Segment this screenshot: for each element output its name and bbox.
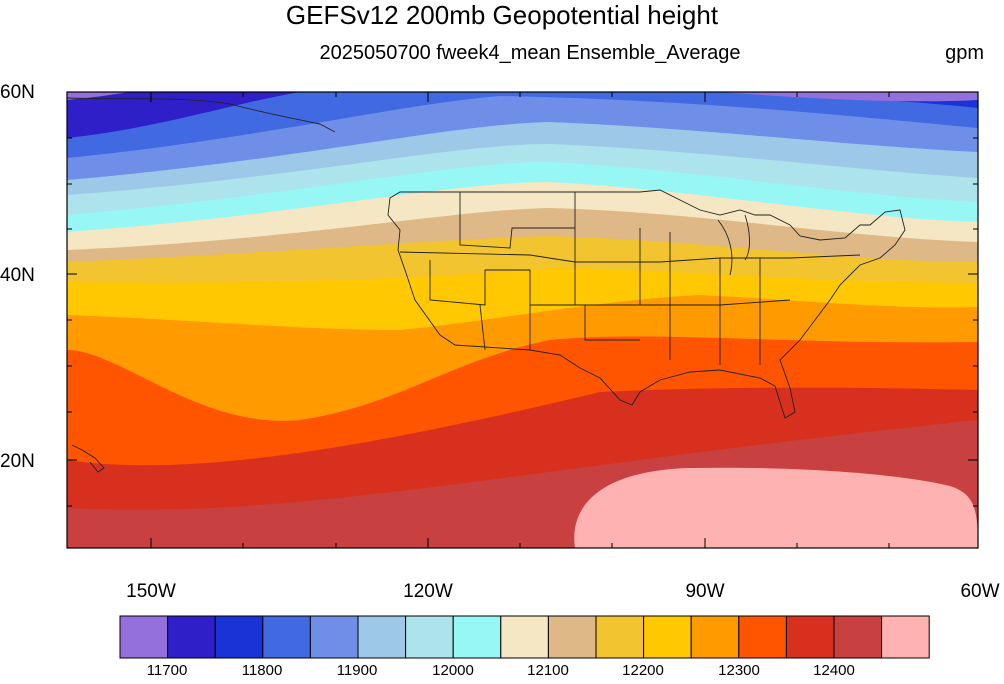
- colorbar-label: 12400: [813, 662, 855, 679]
- colorbar-swatch: [167, 615, 216, 659]
- colorbar-swatch: [595, 615, 645, 659]
- lat-ticks: [67, 91, 978, 507]
- lat-label-40n: 40N: [0, 265, 35, 286]
- colorbar-swatch: [452, 615, 502, 659]
- colorbar-swatch: [405, 615, 454, 659]
- colorbar: [119, 615, 930, 659]
- colorbar-swatch: [119, 615, 169, 659]
- colorbar-label: 12100: [527, 662, 569, 679]
- colorbar-label: 11800: [242, 662, 283, 679]
- colorbar-swatch: [785, 615, 835, 659]
- lon-label-60w: 60W: [960, 581, 999, 602]
- state-borders-mid: [399, 251, 861, 263]
- colorbar-labels: 11700 11800 11900 12000 12100 12200 1230…: [147, 662, 855, 679]
- alaska-coast: [67, 97, 336, 133]
- state-borders-southwest: [479, 304, 640, 351]
- colorbar-swatch: [881, 615, 930, 659]
- state-borders-vertical: [574, 228, 761, 365]
- state-borders-south: [429, 260, 791, 306]
- units-label: gpm: [945, 42, 984, 64]
- band-11800: [67, 92, 978, 158]
- colorbar-label: 12000: [432, 662, 474, 679]
- lon-label-150w: 150W: [126, 581, 176, 602]
- colorbar-swatch: [833, 615, 883, 659]
- contour-fill: [67, 92, 978, 548]
- lon-ticks: [150, 92, 979, 548]
- colorbar-label: 12300: [718, 662, 760, 679]
- colorbar-label: 11700: [147, 662, 188, 679]
- colorbar-swatch: [738, 615, 787, 659]
- great-lakes: [717, 214, 750, 276]
- state-borders-north: [459, 192, 576, 249]
- colorbar-swatch: [262, 615, 311, 659]
- band-low-east: [720, 92, 978, 102]
- figure-subtitle: 2025050700 fweek4_mean Ensemble_Average: [319, 42, 741, 64]
- lat-label-20n: 20N: [0, 451, 35, 472]
- lon-label-90w: 90W: [685, 581, 724, 602]
- colorbar-swatch: [500, 615, 549, 659]
- lat-label-60n: 60N: [0, 82, 35, 103]
- band-12450: [574, 467, 978, 548]
- hawaii-coast: [71, 444, 105, 473]
- figure-title: GEFSv12 200mb Geopotential height: [285, 0, 719, 30]
- lon-label-120w: 120W: [403, 581, 453, 602]
- coastlines-and-borders: [67, 97, 906, 473]
- colorbar-swatch: [309, 615, 359, 659]
- colorbar-label: 12200: [622, 662, 664, 679]
- conus-outline: [387, 189, 906, 419]
- colorbar-swatch: [547, 615, 597, 659]
- band-11700: [67, 92, 300, 138]
- colorbar-swatch: [690, 615, 740, 659]
- colorbar-swatch: [643, 615, 692, 659]
- colorbar-swatch: [214, 615, 264, 659]
- colorbar-swatch: [357, 615, 407, 659]
- colorbar-label: 11900: [337, 662, 378, 679]
